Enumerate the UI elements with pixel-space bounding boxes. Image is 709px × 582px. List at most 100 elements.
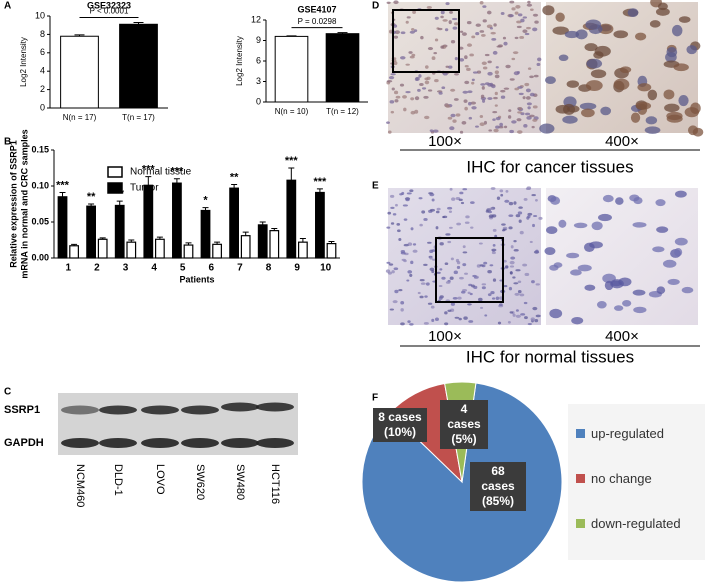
cell [467, 303, 472, 306]
x-tick-label: 3 [123, 263, 129, 274]
bar [155, 238, 165, 259]
cell [442, 72, 448, 76]
cell [539, 123, 555, 134]
cell [499, 303, 503, 306]
cell [511, 120, 517, 124]
cell [410, 97, 415, 101]
cell [419, 83, 424, 87]
cell [458, 317, 462, 321]
error-bar [59, 191, 66, 197]
cell [409, 273, 413, 277]
cell [396, 223, 401, 226]
cell [667, 278, 680, 285]
panel-label: A [4, 1, 11, 12]
cell [532, 105, 538, 109]
cell [533, 215, 538, 218]
cell [402, 95, 407, 99]
cell [461, 32, 467, 36]
cell [666, 47, 678, 58]
cell [444, 322, 449, 326]
cell [394, 289, 399, 294]
cell [563, 103, 576, 115]
cell [400, 56, 406, 60]
cell [516, 118, 522, 122]
cell [403, 259, 407, 263]
cell [526, 3, 533, 7]
cell [526, 102, 532, 106]
y-tick-label: 3 [256, 76, 261, 86]
y-tick-label: 0.05 [31, 216, 49, 226]
bar [183, 244, 194, 259]
cell [550, 196, 561, 205]
cell [635, 32, 647, 41]
x-axis-label: Patients [179, 274, 214, 284]
y-tick-label: 9 [256, 35, 261, 45]
y-tick-label: 4 [40, 66, 45, 76]
error-bar [116, 200, 123, 206]
cell [440, 10, 445, 15]
cell [517, 290, 522, 294]
cell [487, 270, 492, 274]
cell [455, 258, 460, 263]
cell [447, 240, 452, 244]
cell [393, 35, 399, 39]
cell [649, 20, 661, 28]
bar [298, 241, 308, 259]
cell [454, 73, 459, 76]
cell [387, 271, 393, 275]
cell [435, 210, 440, 214]
error-bar [231, 184, 238, 189]
cell [420, 282, 426, 285]
cell [493, 128, 499, 133]
cell [489, 264, 494, 267]
magnification: 400× [605, 133, 639, 150]
cell [493, 96, 498, 100]
legend-label: Tumor [130, 183, 159, 194]
cell [585, 19, 602, 30]
cell [418, 74, 422, 78]
cell [415, 76, 420, 81]
cell [573, 222, 588, 229]
cell [494, 234, 498, 238]
x-tick-label: 6 [209, 263, 215, 274]
cell [508, 201, 514, 206]
cell [488, 129, 493, 132]
bar [269, 230, 280, 259]
blot-band [141, 438, 179, 448]
cell [492, 110, 498, 114]
cell [516, 20, 522, 24]
cell [637, 83, 652, 92]
cell [410, 260, 414, 265]
panel-label: D [372, 1, 379, 12]
significance: ** [87, 191, 96, 203]
cell [504, 199, 510, 203]
cell [503, 41, 508, 46]
cell [630, 112, 641, 123]
cell [490, 290, 495, 295]
x-tick-label: 2 [94, 263, 100, 274]
cell [438, 296, 443, 300]
cell [673, 63, 689, 72]
cell [469, 53, 474, 57]
cell [419, 279, 425, 282]
cell [471, 35, 476, 39]
cells [385, 0, 704, 326]
cell [479, 30, 485, 33]
cell [613, 78, 630, 90]
cell [390, 222, 395, 225]
cell [527, 67, 532, 70]
legend-item: down-regulated [576, 516, 687, 531]
cell [434, 317, 439, 322]
cell [531, 280, 535, 284]
cell [484, 82, 490, 85]
cell [520, 18, 525, 23]
cell [438, 285, 443, 288]
cell [505, 64, 511, 69]
cell [645, 116, 658, 125]
blot-band [221, 402, 259, 412]
x-tick-label: 4 [151, 263, 157, 274]
cell [431, 318, 435, 323]
legend-swatch [107, 166, 123, 178]
cell [413, 29, 418, 33]
cell [489, 82, 494, 87]
